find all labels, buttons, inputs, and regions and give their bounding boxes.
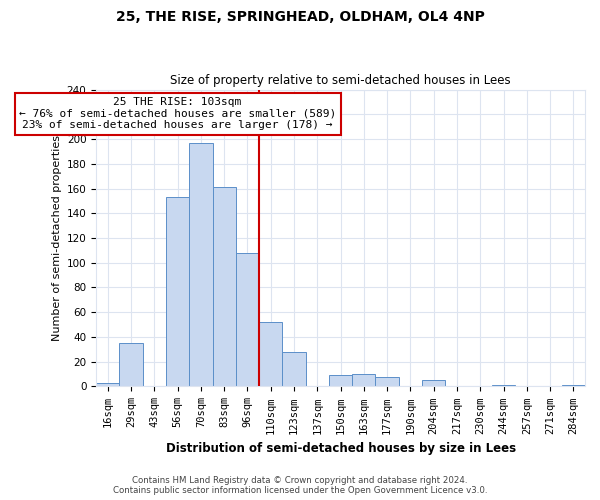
Text: Contains HM Land Registry data © Crown copyright and database right 2024.
Contai: Contains HM Land Registry data © Crown c… [113,476,487,495]
Bar [166,197,189,386]
Bar [212,188,236,386]
Bar [96,382,119,386]
Bar [283,352,305,386]
Bar [236,253,259,386]
Bar [189,142,212,386]
Bar [562,385,585,386]
Bar [376,376,399,386]
Bar [422,380,445,386]
Bar [352,374,376,386]
Bar [119,343,143,386]
Bar [259,322,283,386]
Title: Size of property relative to semi-detached houses in Lees: Size of property relative to semi-detach… [170,74,511,87]
Text: 25 THE RISE: 103sqm
← 76% of semi-detached houses are smaller (589)
23% of semi-: 25 THE RISE: 103sqm ← 76% of semi-detach… [19,97,336,130]
Bar [329,376,352,386]
X-axis label: Distribution of semi-detached houses by size in Lees: Distribution of semi-detached houses by … [166,442,515,455]
Y-axis label: Number of semi-detached properties: Number of semi-detached properties [52,135,62,341]
Text: 25, THE RISE, SPRINGHEAD, OLDHAM, OL4 4NP: 25, THE RISE, SPRINGHEAD, OLDHAM, OL4 4N… [116,10,484,24]
Bar [492,385,515,386]
